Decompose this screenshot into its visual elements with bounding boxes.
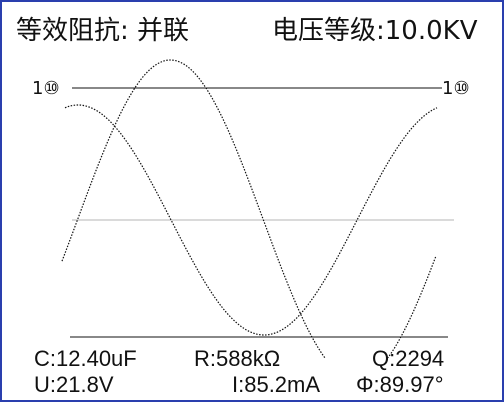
voltage-value: U:21.8V xyxy=(34,372,114,397)
phase-value: Φ:89.97° xyxy=(356,372,444,397)
measurement-readout: C:12.40uF R:588kΩ Q:2294 U:21.8V I:85.2m… xyxy=(2,338,502,400)
waveform-plot: 1⑩ 1⑩ xyxy=(2,58,504,358)
equivalent-impedance-label: 等效阻抗: 并联 xyxy=(16,16,190,46)
quality-factor-value: Q:2294 xyxy=(372,346,445,371)
waveform-svg: 1⑩ 1⑩ xyxy=(32,59,470,358)
current-value: I:85.2mA xyxy=(232,372,321,397)
current-waveform xyxy=(64,104,438,336)
voltage-level-label: 电压等级:10.0KV xyxy=(272,16,478,46)
right-scale-label: 1⑩ xyxy=(442,78,470,99)
resistance-value: R:588kΩ xyxy=(194,346,281,371)
capacitance-value: C:12.40uF xyxy=(34,346,137,371)
voltage-waveform xyxy=(61,59,437,358)
left-scale-label: 1⑩ xyxy=(32,78,60,99)
header-bar: 等效阻抗: 并联 电压等级:10.0KV xyxy=(2,2,502,58)
